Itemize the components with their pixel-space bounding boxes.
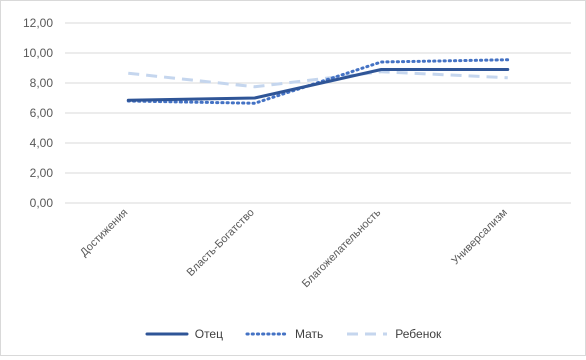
legend-item: Отец bbox=[145, 327, 223, 341]
series-line-3 bbox=[128, 70, 508, 89]
y-tick-label: 8,00 bbox=[30, 76, 54, 90]
y-tick-label: 4,00 bbox=[30, 136, 54, 150]
y-tick-label: 2,00 bbox=[30, 166, 54, 180]
x-tick-label: Достижения bbox=[78, 207, 130, 259]
x-axis-ticks: Достижения Власть-Богатство Благожелательн… bbox=[78, 206, 510, 290]
y-tick-label: 0,00 bbox=[30, 196, 54, 210]
x-tick-label: Универсализм bbox=[449, 207, 509, 267]
y-tick-label: 10,00 bbox=[23, 46, 53, 60]
legend-label: Мать bbox=[294, 327, 324, 341]
y-axis-ticks: 0,00 2,00 4,00 6,00 8,00 10,00 12,00 bbox=[23, 16, 53, 210]
chart-legend: Отец Мать Ребенок bbox=[0, 327, 586, 341]
legend-swatch bbox=[145, 332, 189, 336]
legend-item: Ребенок bbox=[345, 327, 441, 341]
legend-label: Отец bbox=[194, 327, 223, 341]
series-line-2 bbox=[126, 58, 510, 105]
y-tick-label: 6,00 bbox=[30, 106, 54, 120]
legend-item: Мать bbox=[245, 327, 323, 341]
legend-swatch bbox=[347, 332, 388, 336]
series-line-1 bbox=[126, 68, 510, 102]
series-lines bbox=[126, 58, 510, 105]
legend-swatch bbox=[245, 332, 289, 336]
legend-label: Ребенок bbox=[395, 327, 442, 341]
gridlines bbox=[65, 22, 571, 204]
x-tick-label: Благожелательность bbox=[300, 206, 384, 290]
line-chart: 0,00 2,00 4,00 6,00 8,00 10,00 12,00 Достижени… bbox=[23, 16, 571, 290]
y-tick-label: 12,00 bbox=[23, 16, 53, 30]
x-tick-label: Власть-Богатство bbox=[185, 207, 257, 279]
